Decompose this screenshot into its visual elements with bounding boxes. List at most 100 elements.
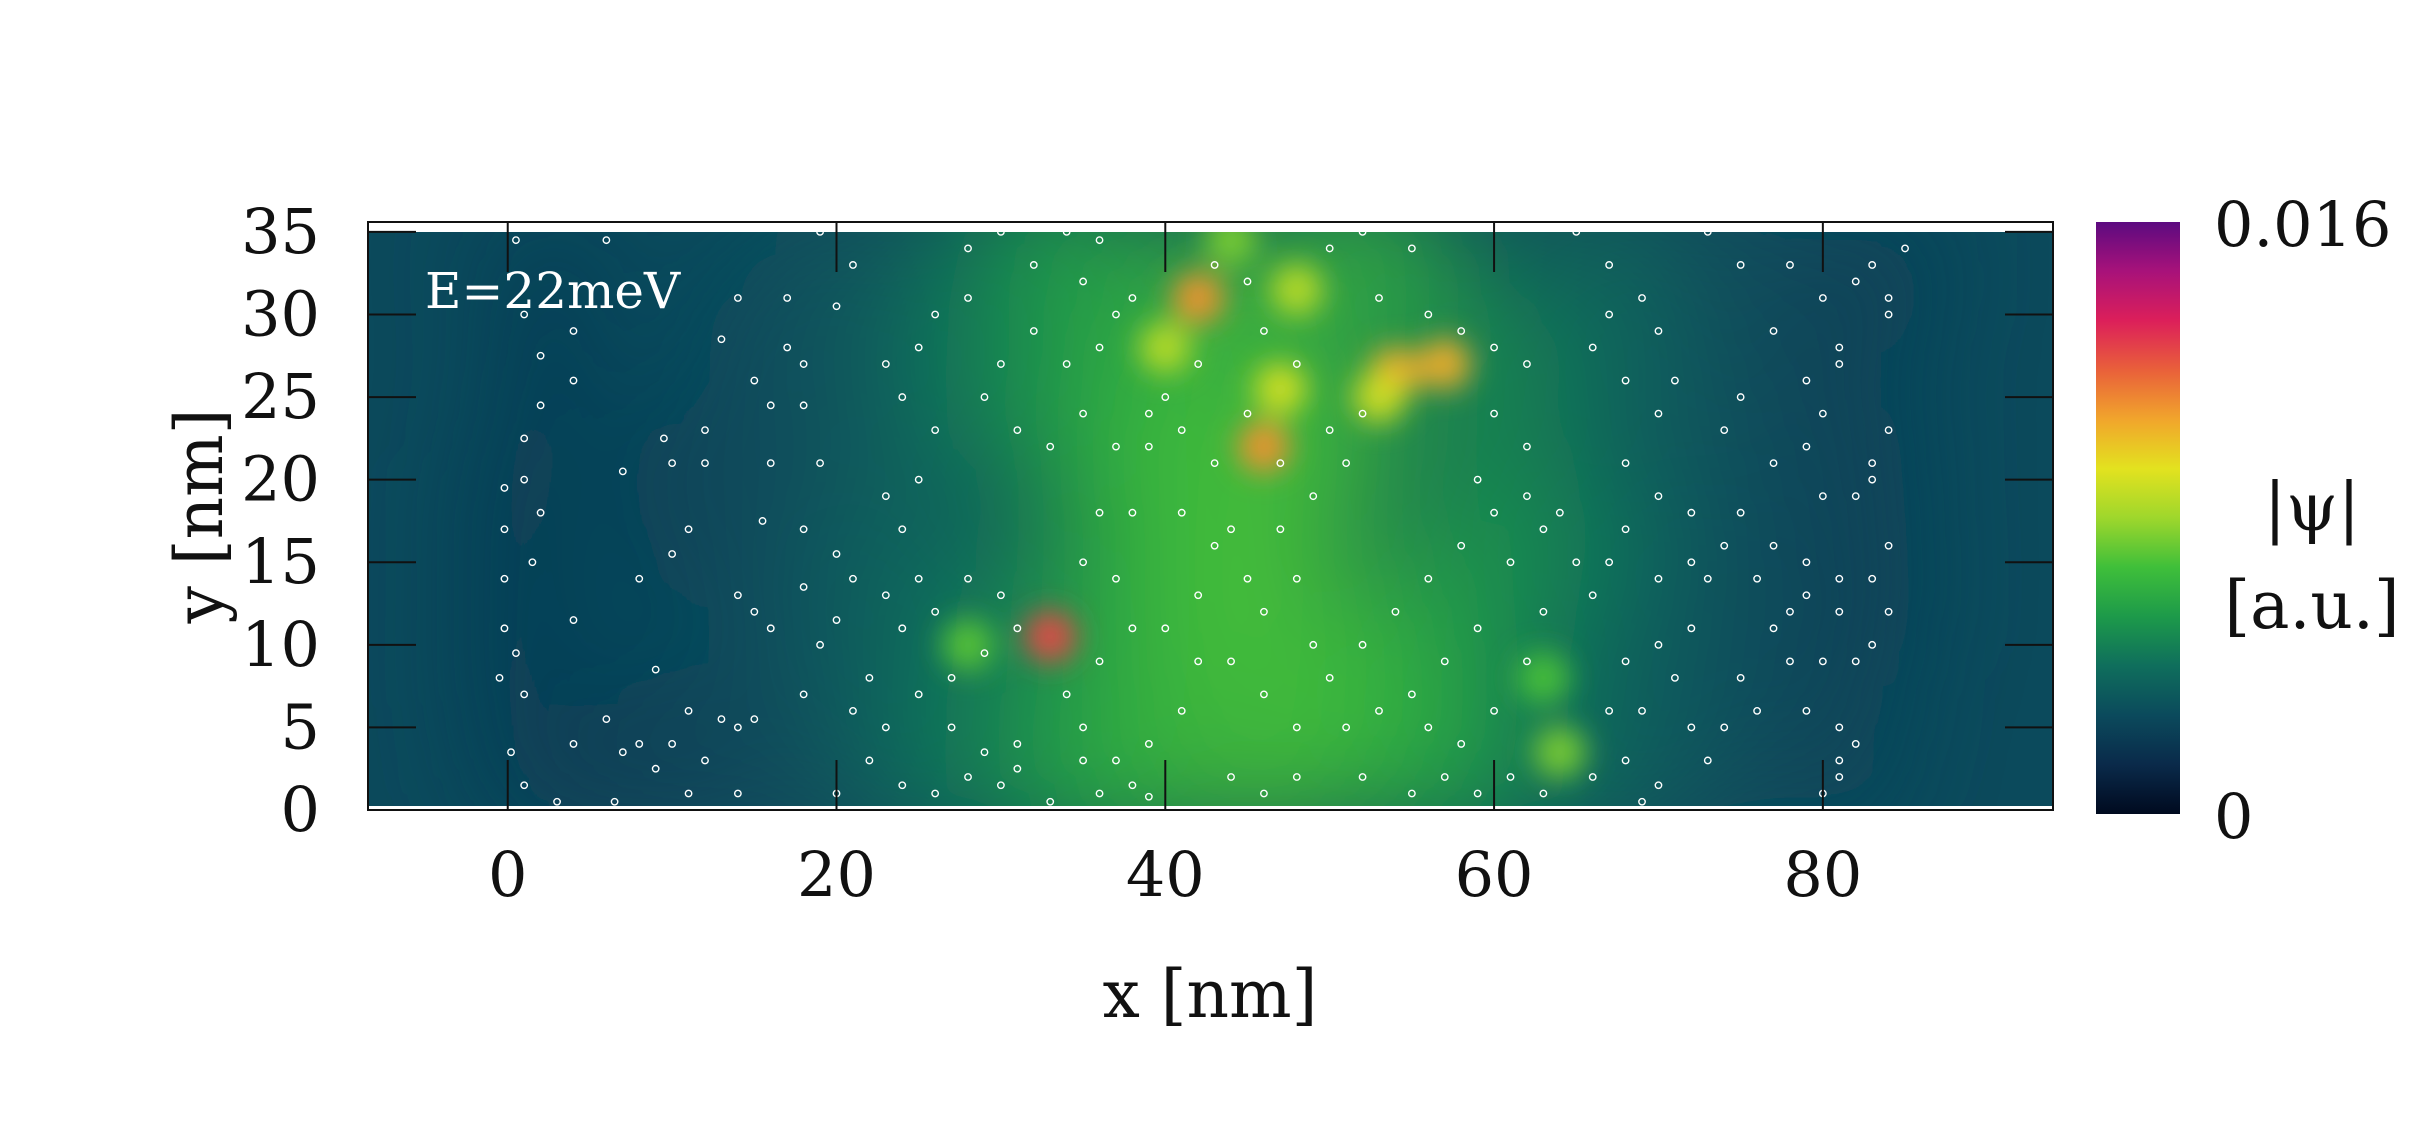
impurity-marker [1095,236,1104,245]
impurity-marker [1210,541,1219,550]
impurity-marker [881,360,890,368]
impurity-marker [898,781,907,790]
impurity-marker [701,459,709,468]
impurity-marker [766,459,775,468]
impurity-marker [512,649,520,657]
impurity-marker [733,591,742,600]
impurity-marker [500,484,509,492]
impurity-marker [1720,723,1729,732]
impurity-marker [1128,508,1137,517]
hotspot [1024,610,1077,663]
impurity-marker [1786,261,1794,269]
impurity-marker [1424,574,1433,583]
field-blob [644,485,733,573]
impurity-marker [512,236,520,245]
impurity-marker [881,591,890,600]
impurity-marker [1375,294,1383,302]
impurity-marker [569,376,578,385]
y-tick-label: 15 [241,525,320,598]
impurity-marker [1292,360,1301,368]
impurity-marker [997,781,1005,790]
hotspot [1172,271,1225,324]
impurity-marker [914,690,923,699]
y-tick-label: 35 [241,195,320,268]
impurity-marker [947,723,956,732]
impurity-marker [750,376,759,385]
impurity-marker [1342,723,1351,732]
impurity-marker [799,583,808,591]
impurity-marker [500,624,509,633]
impurity-marker [997,591,1005,600]
impurity-marker [881,723,890,732]
impurity-marker [733,294,742,302]
impurity-marker [750,715,759,724]
field-blob [612,626,699,713]
impurity-marker [1555,508,1564,517]
impurity-marker [1424,310,1433,319]
impurity-marker [1490,343,1498,352]
hotspot [1237,420,1290,473]
impurity-marker [602,715,611,724]
impurity-marker [1671,673,1679,682]
impurity-marker [1572,558,1581,567]
y-tick-label: 30 [241,277,320,350]
impurity-marker [947,673,956,682]
impurity-marker [914,343,923,352]
field-blob [1845,254,1932,341]
impurity-marker [1029,327,1038,335]
impurity-marker [1835,723,1844,732]
impurity-marker [1473,624,1482,633]
impurity-marker [799,690,808,699]
x-tick-label: 60 [1455,838,1534,911]
impurity-marker [1654,492,1663,501]
hotspot [1254,362,1307,415]
impurity-marker [1325,244,1334,253]
impurity-marker [881,492,890,501]
impurity-marker [1851,740,1860,748]
impurity-marker [1325,673,1334,682]
impurity-marker [1654,409,1663,418]
field-blob [1711,665,1803,757]
impurity-marker [1046,797,1055,806]
impurity-marker [1671,376,1679,385]
impurity-marker [1473,475,1482,484]
impurity-layer [495,228,1909,806]
impurity-marker [1358,409,1367,418]
impurity-marker [1687,508,1696,517]
x-tick-label: 20 [797,838,876,911]
colorbar-label-psi: |ψ| [2264,469,2360,546]
impurity-marker [1769,327,1778,335]
impurity-marker [1753,706,1761,715]
impurity-marker [733,723,742,732]
impurity-marker [1802,558,1811,567]
impurity-marker [1227,525,1235,534]
field-blob [661,419,749,507]
field-blob [1524,222,1628,284]
impurity-marker [1177,706,1186,715]
impurity-marker [783,343,792,352]
field-blob [757,648,850,741]
impurity-marker [1835,773,1844,781]
top-band [368,222,2053,232]
impurity-marker [1621,376,1630,385]
y-tick-label: 10 [241,608,320,681]
impurity-marker [1786,657,1794,666]
impurity-marker [758,517,767,525]
hotspot [1270,263,1323,316]
impurity-marker [1227,657,1235,666]
impurity-marker [717,715,726,724]
impurity-marker [964,244,972,253]
hotspot-layer [942,222,1586,779]
impurity-marker [651,764,660,773]
impurity-marker [553,797,561,806]
impurity-marker [1605,706,1614,715]
x-axis-title: x [nm] [1103,956,1318,1033]
field-blob [563,222,650,283]
impurity-marker [1095,789,1104,798]
impurity-marker [1818,657,1827,666]
impurity-marker [684,525,693,534]
impurity-marker [750,607,759,616]
impurity-marker [1440,773,1449,781]
impurity-marker [1292,723,1301,732]
